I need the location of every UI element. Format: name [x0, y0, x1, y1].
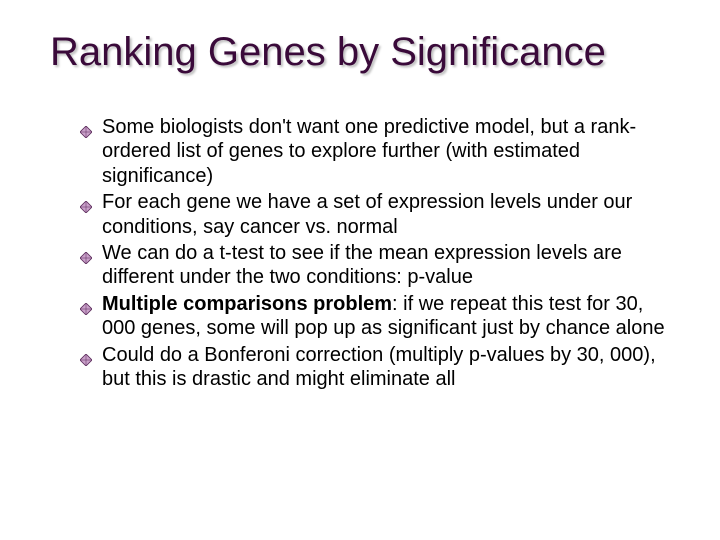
diamond-icon — [80, 246, 92, 258]
list-item: For each gene we have a set of expressio… — [80, 190, 670, 239]
list-item: We can do a t-test to see if the mean ex… — [80, 241, 670, 290]
slide: Ranking Genes by Significance Some biolo… — [0, 0, 720, 540]
bullet-text: Some biologists don't want one predictiv… — [102, 116, 636, 187]
diamond-icon — [80, 348, 92, 360]
bullet-text: For each gene we have a set of expressio… — [102, 191, 632, 237]
bullet-text: Could do a Bonferoni correction (multipl… — [102, 344, 656, 390]
bullet-text: We can do a t-test to see if the mean ex… — [102, 242, 622, 288]
list-item: Could do a Bonferoni correction (multipl… — [80, 343, 670, 392]
diamond-icon — [80, 120, 92, 132]
slide-title: Ranking Genes by Significance — [50, 30, 680, 75]
list-item: Multiple comparisons problem: if we repe… — [80, 292, 670, 341]
bullet-list: Some biologists don't want one predictiv… — [50, 115, 680, 391]
diamond-icon — [80, 195, 92, 207]
bullet-bold-lead: Multiple comparisons problem — [102, 293, 392, 315]
list-item: Some biologists don't want one predictiv… — [80, 115, 670, 188]
diamond-icon — [80, 297, 92, 309]
